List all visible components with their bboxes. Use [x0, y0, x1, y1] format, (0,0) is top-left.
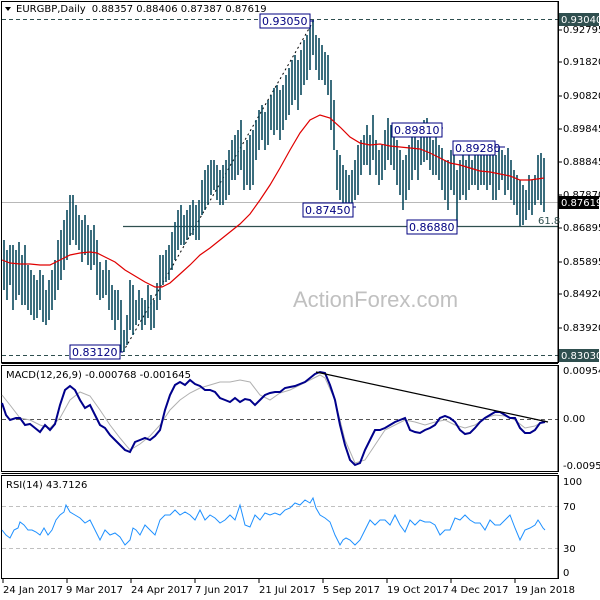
collapse-triangle-icon[interactable]: [5, 7, 11, 11]
svg-text:24 Apr 2017: 24 Apr 2017: [131, 585, 193, 596]
svg-text:0.86895: 0.86895: [563, 223, 600, 234]
top-level-badge: 0.93040: [559, 13, 600, 26]
svg-text:0.93040: 0.93040: [561, 15, 600, 26]
label-high: 0.93050: [259, 13, 314, 29]
trendline-dotted: [122, 19, 315, 353]
symbol-label: EURGBP,Daily 0.88357 0.88406 0.87387 0.87…: [16, 4, 267, 15]
svg-text:4 Dec 2017: 4 Dec 2017: [451, 585, 509, 596]
watermark: ActionForex.com: [293, 287, 458, 312]
rsi-label: RSI(14) 43.7126: [6, 480, 87, 491]
svg-text:0.87619: 0.87619: [561, 198, 600, 209]
moving-average-line: [1, 114, 545, 288]
label-a2: 0.89810: [391, 122, 443, 138]
svg-text:0.83030: 0.83030: [561, 351, 600, 362]
svg-text:7 Jun 2017: 7 Jun 2017: [195, 585, 249, 596]
svg-text:30: 30: [563, 544, 576, 555]
price-bars: [3, 20, 545, 352]
macd-signal-line: [1, 374, 546, 464]
svg-text:0.93050: 0.93050: [262, 15, 308, 28]
svg-text:0.85895: 0.85895: [563, 257, 600, 268]
svg-text:0.00: 0.00: [563, 414, 585, 425]
label-a1: 0.87450: [302, 202, 356, 218]
macd-panel: MACD(12,26,9) -0.000768 -0.001645 0.0095…: [1, 363, 600, 472]
macd-main-line: [1, 370, 546, 467]
bottom-level-badge: 0.83030: [559, 349, 600, 362]
fib-label: 61.8: [538, 216, 560, 227]
svg-text:0.88845: 0.88845: [563, 157, 600, 168]
svg-text:100: 100: [563, 477, 582, 488]
current-price-badge: 0.87619: [559, 196, 600, 209]
rsi-panel: RSI(14) 43.7126 100 70 30 0: [1, 473, 582, 579]
macd-axis: 0.00954 0.00 -0.009538: [557, 365, 600, 472]
svg-text:19 Oct 2017: 19 Oct 2017: [387, 585, 449, 596]
svg-text:24 Jan 2017: 24 Jan 2017: [3, 585, 63, 596]
label-a3: 0.89280: [452, 140, 505, 156]
svg-text:21 Jul 2017: 21 Jul 2017: [259, 585, 316, 596]
rsi-line: [1, 496, 546, 547]
price-panel: EURGBP,Daily 0.88357 0.88406 0.87387 0.87…: [1, 1, 600, 363]
svg-text:70: 70: [563, 502, 576, 513]
svg-text:0.89810: 0.89810: [394, 124, 440, 137]
svg-text:0.87450: 0.87450: [305, 204, 351, 217]
svg-text:-0.009538: -0.009538: [563, 461, 600, 472]
svg-text:19 Jan 2018: 19 Jan 2018: [515, 585, 575, 596]
macd-panel-frame: [1, 365, 559, 472]
svg-text:0.83120: 0.83120: [72, 346, 118, 359]
label-a4: 0.86880: [406, 219, 458, 235]
svg-text:5 Sep 2017: 5 Sep 2017: [323, 585, 380, 596]
svg-text:0.86880: 0.86880: [409, 221, 455, 234]
svg-text:0.89845: 0.89845: [563, 124, 600, 135]
rsi-axis: 100 70 30 0: [557, 475, 582, 579]
svg-text:0.00954: 0.00954: [563, 366, 600, 377]
label-low: 0.83120: [69, 344, 123, 360]
rsi-panel-frame: [1, 475, 559, 579]
macd-label: MACD(12,26,9) -0.000768 -0.001645: [6, 370, 191, 381]
svg-text:9 Mar 2017: 9 Mar 2017: [66, 585, 123, 596]
date-axis: 24 Jan 2017 9 Mar 2017 24 Apr 2017 7 Jun…: [2, 579, 575, 596]
macd-trendline: [315, 371, 549, 423]
svg-text:0.92795: 0.92795: [563, 25, 600, 36]
svg-text:0.89280: 0.89280: [455, 142, 501, 155]
svg-text:0: 0: [563, 568, 569, 579]
